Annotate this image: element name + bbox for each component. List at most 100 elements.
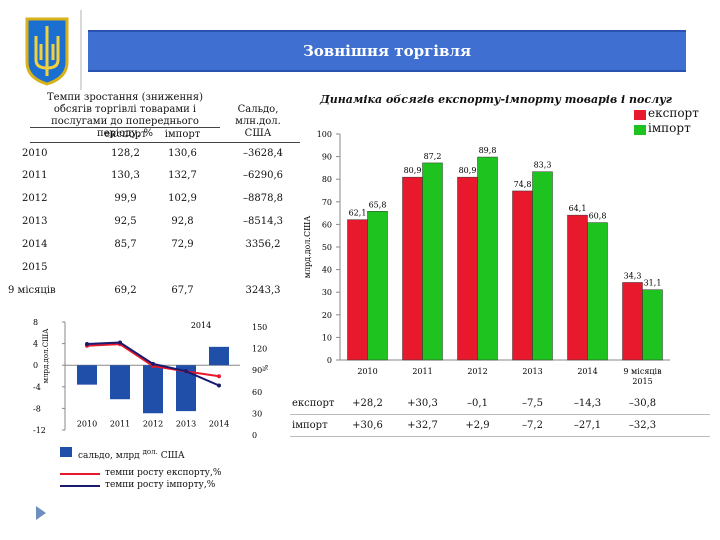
x-tick-label: 2011 <box>110 419 130 428</box>
bottom-row-rule <box>290 414 710 415</box>
bar-export <box>567 214 588 361</box>
x-tick-label: 2011 <box>412 367 432 376</box>
header-rule <box>30 127 220 128</box>
left-tick-label: 8 <box>33 318 38 327</box>
data-label: 64,1 <box>569 204 587 213</box>
bottom-row-value: –30,8 <box>628 398 657 409</box>
table-row-year: 2012 <box>22 193 48 204</box>
left-tick-label: -4 <box>33 383 41 392</box>
legend-line-import <box>60 485 100 487</box>
balance-bar <box>77 365 97 385</box>
y-tick-label: 50 <box>322 243 332 252</box>
balance-bar <box>143 365 163 414</box>
line-point <box>151 361 155 366</box>
data-label: 74,8 <box>514 180 532 189</box>
y-tick-label: 100 <box>317 130 332 139</box>
line-point <box>118 340 122 345</box>
data-label: 80,9 <box>404 166 422 175</box>
balance-bar <box>209 346 229 366</box>
left-axis-label: млрд.дол.США <box>42 328 50 383</box>
table-cell-balance: –8878,8 <box>243 193 283 204</box>
bar-export <box>457 176 478 361</box>
nav-arrow-icon[interactable] <box>34 504 48 522</box>
left-tick-label: 4 <box>33 340 38 349</box>
divider <box>80 10 82 90</box>
column-export: експорт <box>104 129 147 140</box>
year-annotation: 2014 <box>191 321 211 330</box>
table-row-year: 2015 <box>22 262 48 273</box>
right-tick-label: 60 <box>252 388 262 397</box>
right-tick-label: 120 <box>252 345 267 354</box>
balance-chart: 8 4 0 -4 -8 -12 150 120 90 60 30 0 млрд.дол.США % 2010… <box>33 318 270 440</box>
bar-import <box>477 156 498 361</box>
table-header-growth: Темпи зростання (зниження) обсягів торгі… <box>46 92 203 139</box>
table-header-balance: Сальдо, млн.дол. США <box>235 104 281 139</box>
y-tick-label: 90 <box>322 153 332 162</box>
bar-import <box>422 162 443 361</box>
x-tick-label: 2013 <box>522 367 542 376</box>
balance-bar <box>176 365 196 412</box>
bottom-row-value: –7,2 <box>522 420 543 431</box>
right-tick-label: 150 <box>252 323 267 332</box>
legend-swatch-balance <box>60 447 72 457</box>
table-cell-import: 132,7 <box>168 170 197 181</box>
bottom-row-value: +30,3 <box>407 398 438 409</box>
bar-import <box>642 289 663 361</box>
right-axis-label: % <box>262 364 270 371</box>
line-point <box>217 374 221 379</box>
y-tick-label: 20 <box>322 311 332 320</box>
x-tick-label: 9 місяців 2015 <box>623 367 662 386</box>
legend-export: експорт <box>648 106 699 120</box>
x-tick-label: 2014 <box>577 367 597 376</box>
table-cell-balance: –3628,4 <box>243 148 283 159</box>
y-tick-label: 40 <box>322 266 332 275</box>
y-tick-label: 30 <box>322 288 332 297</box>
table-cell-balance: 3356,2 <box>245 239 281 250</box>
y-tick-label: 0 <box>327 356 332 365</box>
y-tick-label: 80 <box>322 175 332 184</box>
table-cell-import: 92,8 <box>171 216 194 227</box>
y-tick-label: 70 <box>322 198 332 207</box>
legend-line-export <box>60 473 100 475</box>
legend-balance: сальдо, млрд дол. США <box>78 448 185 461</box>
table-cell-import: 72,9 <box>171 239 194 250</box>
bottom-row-label: експорт <box>292 398 335 409</box>
bottom-row-rule <box>290 436 710 437</box>
bottom-row-value: –0,1 <box>467 398 488 409</box>
coat-of-arms-icon <box>25 17 69 86</box>
table-cell-export: 128,2 <box>111 148 140 159</box>
legend-import-growth: темпи росту імпорту,% <box>105 480 216 490</box>
bottom-row-value: –27,1 <box>573 420 602 431</box>
data-label: 89,8 <box>479 146 497 155</box>
table-cell-export: 130,3 <box>111 170 140 181</box>
bottom-row-value: +30,6 <box>352 420 383 431</box>
left-tick-label: -8 <box>33 404 41 413</box>
bar-import <box>367 211 388 361</box>
table-cell-import: 102,9 <box>168 193 197 204</box>
table-cell-balance: –6290,6 <box>243 170 283 181</box>
legend-export-growth: темпи росту експорту,% <box>105 468 222 478</box>
x-tick-label: 2010 <box>77 419 97 428</box>
data-label: 31,1 <box>644 279 662 288</box>
bottom-row-value: +28,2 <box>352 398 383 409</box>
main-bar-chart: 0 10 20 30 40 50 60 70 80 90 100 млрд.дол.США 62,165… <box>303 130 670 386</box>
table-cell-export: 85,7 <box>114 239 137 250</box>
table-cell-import: 130,6 <box>168 148 197 159</box>
column-import: імпорт <box>164 129 201 140</box>
bar-import <box>532 171 553 361</box>
legend-import: імпорт <box>648 121 691 135</box>
bar-export <box>402 176 423 361</box>
data-label: 80,9 <box>459 166 477 175</box>
bottom-row-value: –14,3 <box>573 398 602 409</box>
legend-swatch-export <box>634 110 646 120</box>
bottom-row-value: +32,7 <box>407 420 438 431</box>
data-label: 87,2 <box>424 152 442 161</box>
x-tick-label: 2012 <box>467 367 487 376</box>
bar-export <box>512 190 533 361</box>
right-tick-label: 0 <box>252 431 257 440</box>
bottom-row-value: +2,9 <box>465 420 490 431</box>
left-tick-label: -12 <box>33 426 46 435</box>
bottom-row-value: –7,5 <box>522 398 543 409</box>
y-axis-label: млрд.дол.США <box>303 216 312 279</box>
table-row-year: 2010 <box>22 148 48 159</box>
